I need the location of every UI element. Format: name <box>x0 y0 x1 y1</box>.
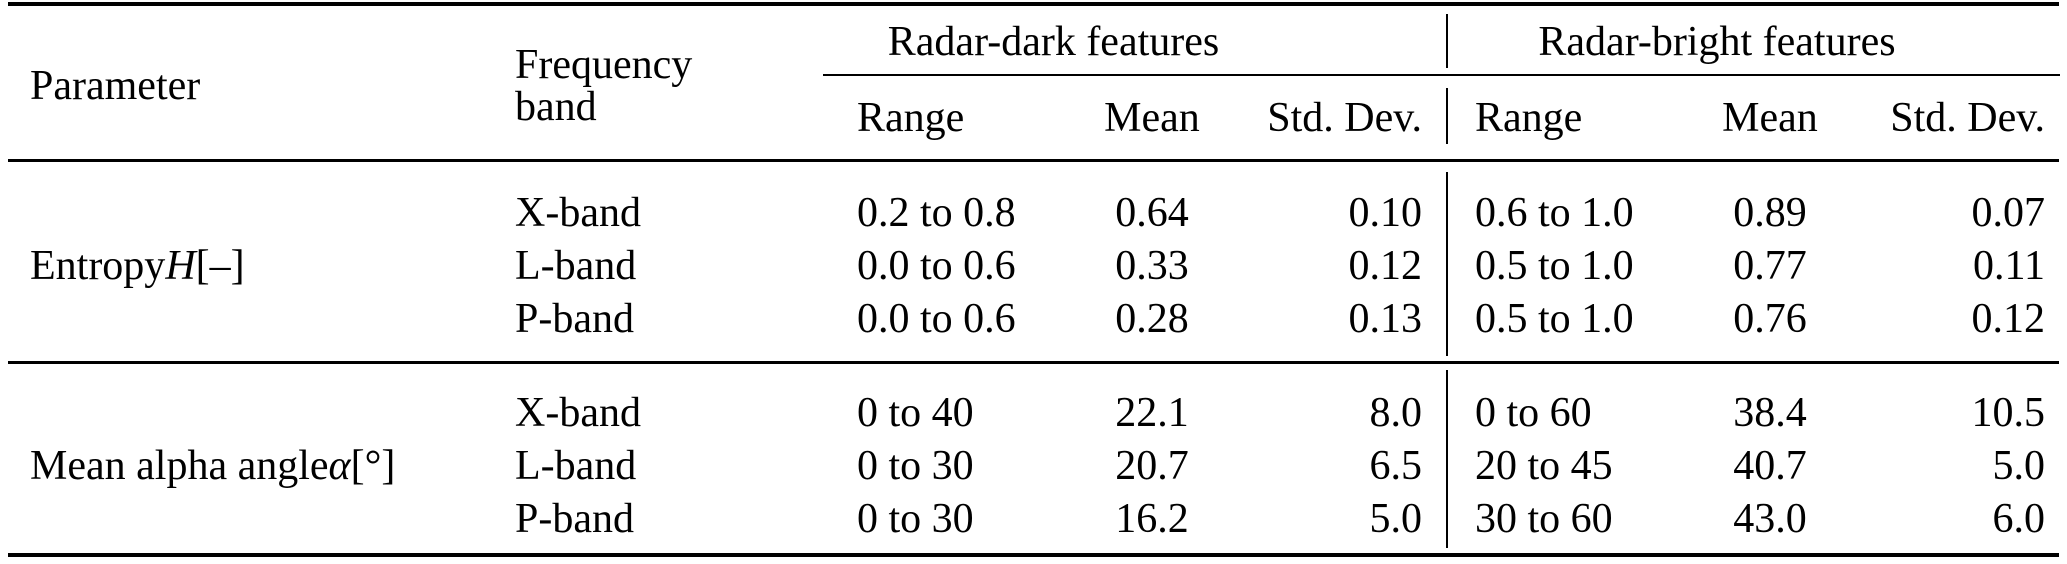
dark-std-cell: 0.13 <box>1348 295 1423 342</box>
bright-std-cell: 0.11 <box>1973 242 2045 289</box>
parameter-label-mean-alpha-angle: Mean alpha angle α [°] <box>30 439 395 492</box>
table-row: P-band 0.0 to 0.6 0.28 0.13 0.5 to 1.0 0… <box>0 292 2067 345</box>
band-cell: L-band <box>515 442 637 489</box>
table-row: L-band 0 to 30 20.7 6.5 20 to 45 40.7 5.… <box>0 439 2067 492</box>
subheader-range-bright: Range <box>1475 95 1583 141</box>
bright-std-cell: 10.5 <box>1971 389 2046 436</box>
subheader-mean-dark: Mean <box>1104 95 1200 141</box>
bright-std-cell: 0.12 <box>1971 295 2046 342</box>
dark-mean-cell: 0.33 <box>1115 242 1189 289</box>
bottom-rule <box>8 553 2059 557</box>
parameter-label-entropy: Entropy H [–] <box>30 239 245 292</box>
dark-range-cell: 0.2 to 0.8 <box>857 189 1016 236</box>
column-header-frequency-band: Frequency band <box>515 42 693 130</box>
vertical-divider-alpha-block <box>1446 370 1448 548</box>
bright-range-cell: 0 to 60 <box>1475 389 1592 436</box>
dark-range-cell: 0 to 30 <box>857 442 974 489</box>
group-header-radar-bright: Radar-bright features <box>1538 19 1896 65</box>
bright-std-cell: 6.0 <box>1992 495 2046 542</box>
dark-std-cell: 0.10 <box>1348 189 1423 236</box>
bright-range-cell: 0.6 to 1.0 <box>1475 189 1634 236</box>
dark-std-cell: 6.5 <box>1369 442 1423 489</box>
vertical-divider-entropy-block <box>1446 172 1448 356</box>
bright-mean-cell: 0.89 <box>1733 189 1807 236</box>
dark-std-cell: 5.0 <box>1369 495 1423 542</box>
subheader-mean-bright: Mean <box>1722 95 1818 141</box>
subheader-range-dark: Range <box>857 95 965 141</box>
table-row: L-band 0.0 to 0.6 0.33 0.12 0.5 to 1.0 0… <box>0 239 2067 292</box>
header-bottom-rule <box>8 159 2059 162</box>
table-row: X-band 0.2 to 0.8 0.64 0.10 0.6 to 1.0 0… <box>0 186 2067 239</box>
dark-std-cell: 8.0 <box>1369 389 1423 436</box>
dark-std-cell: 0.12 <box>1348 242 1423 289</box>
group-header-radar-dark: Radar-dark features <box>887 19 1220 65</box>
band-cell: P-band <box>515 295 634 342</box>
band-cell: X-band <box>515 189 641 236</box>
bright-mean-cell: 0.76 <box>1733 295 1807 342</box>
bright-mean-cell: 43.0 <box>1733 495 1807 542</box>
dark-mean-cell: 0.64 <box>1115 189 1189 236</box>
dark-range-cell: 0.0 to 0.6 <box>857 295 1016 342</box>
parameter-unit: [–] <box>195 242 245 289</box>
dark-mean-cell: 22.1 <box>1115 389 1189 436</box>
dark-range-cell: 0 to 30 <box>857 495 974 542</box>
bright-mean-cell: 38.4 <box>1733 389 1807 436</box>
dark-range-cell: 0.0 to 0.6 <box>857 242 1016 289</box>
parameter-symbol: α <box>328 442 351 489</box>
group-header-underline <box>823 74 2060 76</box>
band-cell: X-band <box>515 389 641 436</box>
vertical-divider-group-header <box>1446 14 1448 68</box>
band-cell: L-band <box>515 242 637 289</box>
table-row: X-band 0 to 40 22.1 8.0 0 to 60 38.4 10.… <box>0 386 2067 439</box>
dark-mean-cell: 20.7 <box>1115 442 1189 489</box>
column-header-parameter: Parameter <box>30 63 201 109</box>
parameter-text: Mean alpha angle <box>30 442 329 489</box>
bright-range-cell: 20 to 45 <box>1475 442 1613 489</box>
band-cell: P-band <box>515 495 634 542</box>
section-divider-rule <box>8 361 2059 364</box>
table-row: P-band 0 to 30 16.2 5.0 30 to 60 43.0 6.… <box>0 492 2067 545</box>
subheader-std-dev-dark: Std. Dev. <box>1267 95 1422 141</box>
parameter-unit: [°] <box>350 442 396 489</box>
bright-std-cell: 0.07 <box>1971 189 2046 236</box>
parameter-text: Entropy <box>30 242 166 289</box>
bright-std-cell: 5.0 <box>1992 442 2046 489</box>
dark-mean-cell: 0.28 <box>1115 295 1189 342</box>
subheader-std-dev-bright: Std. Dev. <box>1890 95 2045 141</box>
bright-mean-cell: 0.77 <box>1733 242 1807 289</box>
dark-range-cell: 0 to 40 <box>857 389 974 436</box>
top-rule <box>8 2 2059 6</box>
dark-mean-cell: 16.2 <box>1115 495 1189 542</box>
bright-range-cell: 0.5 to 1.0 <box>1475 295 1634 342</box>
bright-range-cell: 30 to 60 <box>1475 495 1613 542</box>
bright-range-cell: 0.5 to 1.0 <box>1475 242 1634 289</box>
bright-mean-cell: 40.7 <box>1733 442 1807 489</box>
parameter-symbol: H <box>165 242 196 289</box>
vertical-divider-subheader <box>1446 88 1448 144</box>
